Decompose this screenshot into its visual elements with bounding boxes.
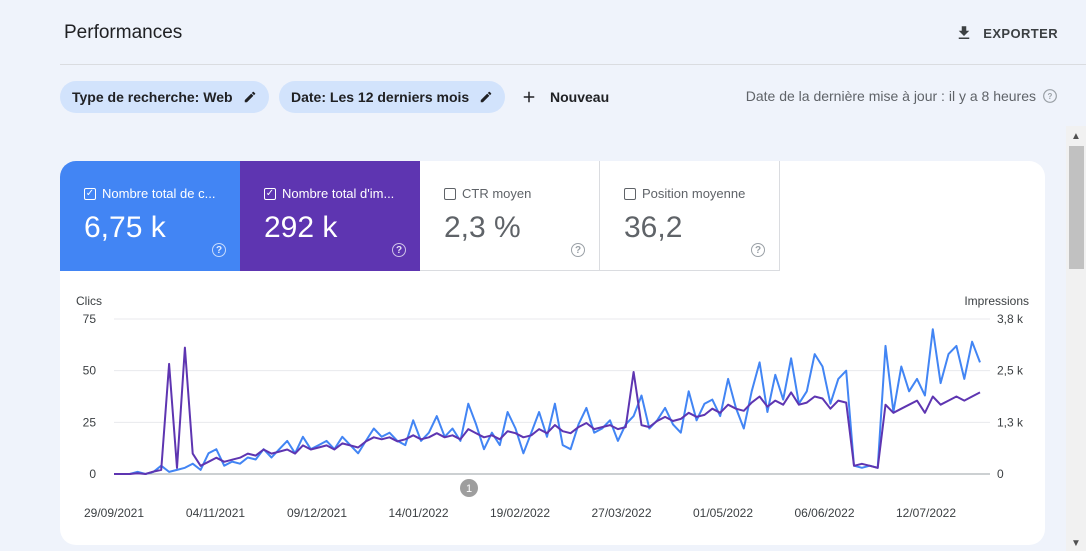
- metric-value: 2,3 %: [444, 211, 521, 244]
- x-tick-label: 09/12/2021: [287, 506, 347, 520]
- help-icon[interactable]: ?: [212, 243, 226, 257]
- metric-label: Position moyenne: [642, 186, 746, 201]
- impressions-series-line: [114, 346, 981, 475]
- annotation-marker-label: 1: [466, 483, 472, 495]
- annotation-marker[interactable]: 1: [460, 479, 478, 497]
- metric-value: 6,75 k: [84, 211, 166, 244]
- metric-tile-clicks[interactable]: ✓ Nombre total de c... 6,75 k ?: [60, 161, 240, 271]
- x-tick-label: 14/01/2022: [388, 506, 448, 520]
- page-scrollbar[interactable]: ▲ ▼: [1066, 126, 1086, 551]
- clicks-series-line: [114, 328, 981, 475]
- new-filter-button[interactable]: Nouveau: [520, 81, 609, 113]
- metric-tile-impressions[interactable]: ✓ Nombre total d'im... 292 k ?: [240, 161, 420, 271]
- y-axis-title-left: Clics: [76, 294, 102, 308]
- y-tick-label-right: 1,3 k: [997, 415, 1024, 429]
- metric-label: CTR moyen: [462, 186, 532, 201]
- help-icon[interactable]: ?: [392, 243, 406, 257]
- x-tick-label: 12/07/2022: [896, 506, 956, 520]
- y-tick-label-left: 50: [83, 364, 97, 378]
- export-label: EXPORTER: [983, 25, 1058, 41]
- x-tick-label: 19/02/2022: [490, 506, 550, 520]
- metric-value: 292 k: [264, 211, 338, 244]
- new-filter-label: Nouveau: [550, 89, 610, 105]
- metric-tile-position[interactable]: Position moyenne 36,2 ?: [600, 161, 780, 271]
- svg-text:?: ?: [1048, 92, 1053, 101]
- search-type-filter-label: Type de recherche: Web: [72, 89, 233, 105]
- export-button[interactable]: EXPORTER: [955, 20, 1058, 46]
- annotation-marker-circle[interactable]: [460, 479, 478, 497]
- x-tick-label: 04/11/2021: [186, 506, 245, 520]
- checkbox-checked-icon[interactable]: ✓: [84, 187, 96, 200]
- x-tick-label: 06/06/2022: [794, 506, 854, 520]
- page-header: Performances EXPORTER: [60, 0, 1086, 65]
- scrollbar-thumb[interactable]: [1069, 146, 1084, 269]
- y-tick-label-right: 3,8 k: [997, 312, 1024, 326]
- plus-icon: [523, 91, 535, 103]
- x-tick-label: 29/09/2021: [84, 506, 144, 520]
- edit-icon[interactable]: [479, 90, 493, 104]
- help-icon[interactable]: ?: [751, 243, 765, 257]
- checkbox-unchecked-icon[interactable]: [624, 187, 636, 200]
- y-tick-label-right: 2,5 k: [997, 364, 1024, 378]
- last-updated-text: Date de la dernière mise à jour : il y a…: [745, 88, 1036, 104]
- checkbox-unchecked-icon[interactable]: [444, 187, 456, 200]
- metric-value: 36,2: [624, 211, 683, 244]
- date-filter-label: Date: Les 12 derniers mois: [291, 89, 470, 105]
- scroll-down-arrow-icon[interactable]: ▼: [1071, 538, 1081, 549]
- edit-icon[interactable]: [243, 90, 257, 104]
- metric-label: Nombre total de c...: [102, 186, 216, 201]
- x-tick-label: 01/05/2022: [693, 506, 753, 520]
- y-tick-label-right: 0: [997, 467, 1004, 481]
- x-tick-label: 27/03/2022: [591, 506, 651, 520]
- scroll-up-arrow-icon[interactable]: ▲: [1071, 131, 1081, 142]
- help-icon[interactable]: ?: [1042, 88, 1058, 104]
- search-type-filter-chip[interactable]: Type de recherche: Web: [60, 81, 269, 113]
- y-axis-title-right: Impressions: [964, 294, 1029, 308]
- page-title: Performances: [64, 22, 183, 43]
- checkbox-checked-icon[interactable]: ✓: [264, 187, 276, 200]
- y-tick-label-left: 0: [89, 467, 96, 481]
- y-tick-label-left: 25: [83, 415, 97, 429]
- last-updated-info: Date de la dernière mise à jour : il y a…: [746, 88, 1058, 104]
- performance-chart[interactable]: 75 3,8 k 50 2,5 k 25 1,3 k 0 0 Clics Impressions 2…: [60, 161, 1045, 545]
- metric-tile-ctr[interactable]: CTR moyen 2,3 % ?: [420, 161, 600, 271]
- date-filter-chip[interactable]: Date: Les 12 derniers mois: [279, 81, 506, 113]
- metric-label: Nombre total d'im...: [282, 186, 395, 201]
- performance-card: ✓ Nombre total de c... 6,75 k ? ✓ Nombre t…: [60, 161, 1045, 545]
- download-icon: [959, 26, 970, 39]
- y-tick-label-left: 75: [83, 312, 97, 326]
- help-icon[interactable]: ?: [571, 243, 585, 257]
